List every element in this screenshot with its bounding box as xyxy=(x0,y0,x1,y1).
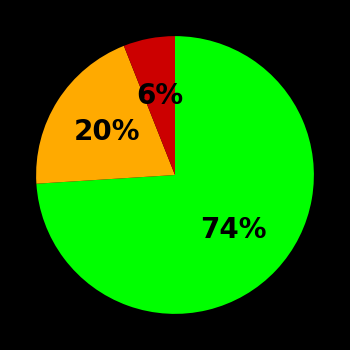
Wedge shape xyxy=(124,36,175,175)
Text: 6%: 6% xyxy=(136,82,183,110)
Wedge shape xyxy=(36,36,314,314)
Text: 74%: 74% xyxy=(201,216,267,244)
Wedge shape xyxy=(36,46,175,184)
Text: 20%: 20% xyxy=(74,118,140,146)
